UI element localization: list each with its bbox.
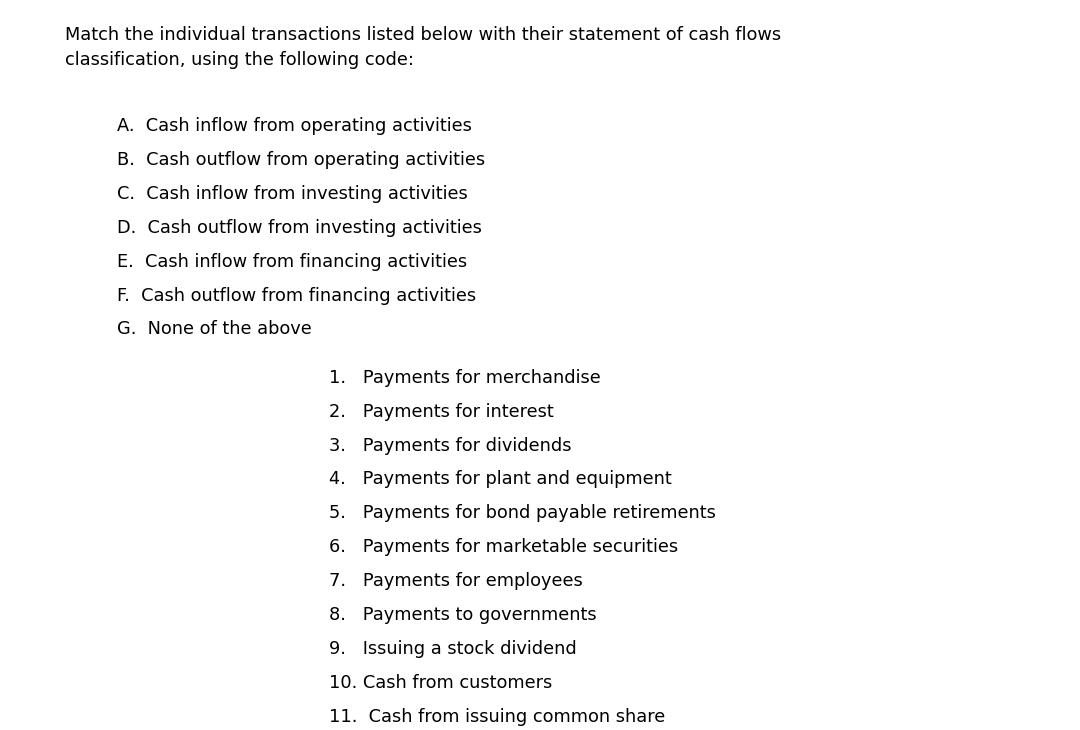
- Text: 5.   Payments for bond payable retirements: 5. Payments for bond payable retirements: [329, 504, 716, 523]
- Text: 4.   Payments for plant and equipment: 4. Payments for plant and equipment: [329, 471, 672, 488]
- Text: E.  Cash inflow from financing activities: E. Cash inflow from financing activities: [117, 253, 467, 271]
- Text: G.  None of the above: G. None of the above: [117, 320, 311, 339]
- Text: B.  Cash outflow from operating activities: B. Cash outflow from operating activitie…: [117, 151, 485, 169]
- Text: 6.   Payments for marketable securities: 6. Payments for marketable securities: [329, 539, 678, 556]
- Text: 3.   Payments for dividends: 3. Payments for dividends: [329, 437, 572, 455]
- Text: F.  Cash outflow from financing activities: F. Cash outflow from financing activitie…: [117, 287, 476, 304]
- Text: 7.   Payments for employees: 7. Payments for employees: [329, 572, 583, 591]
- Text: 8.   Payments to governments: 8. Payments to governments: [329, 606, 597, 624]
- Text: 10. Cash from customers: 10. Cash from customers: [329, 675, 553, 692]
- Text: Match the individual transactions listed below with their statement of cash flow: Match the individual transactions listed…: [65, 26, 781, 69]
- Text: 1.   Payments for merchandise: 1. Payments for merchandise: [329, 369, 602, 387]
- Text: C.  Cash inflow from investing activities: C. Cash inflow from investing activities: [117, 185, 468, 203]
- Text: A.  Cash inflow from operating activities: A. Cash inflow from operating activities: [117, 117, 472, 135]
- Text: 2.   Payments for interest: 2. Payments for interest: [329, 402, 554, 420]
- Text: 11.  Cash from issuing common share: 11. Cash from issuing common share: [329, 708, 665, 726]
- Text: D.  Cash outflow from investing activities: D. Cash outflow from investing activitie…: [117, 219, 482, 237]
- Text: 9.   Issuing a stock dividend: 9. Issuing a stock dividend: [329, 640, 577, 658]
